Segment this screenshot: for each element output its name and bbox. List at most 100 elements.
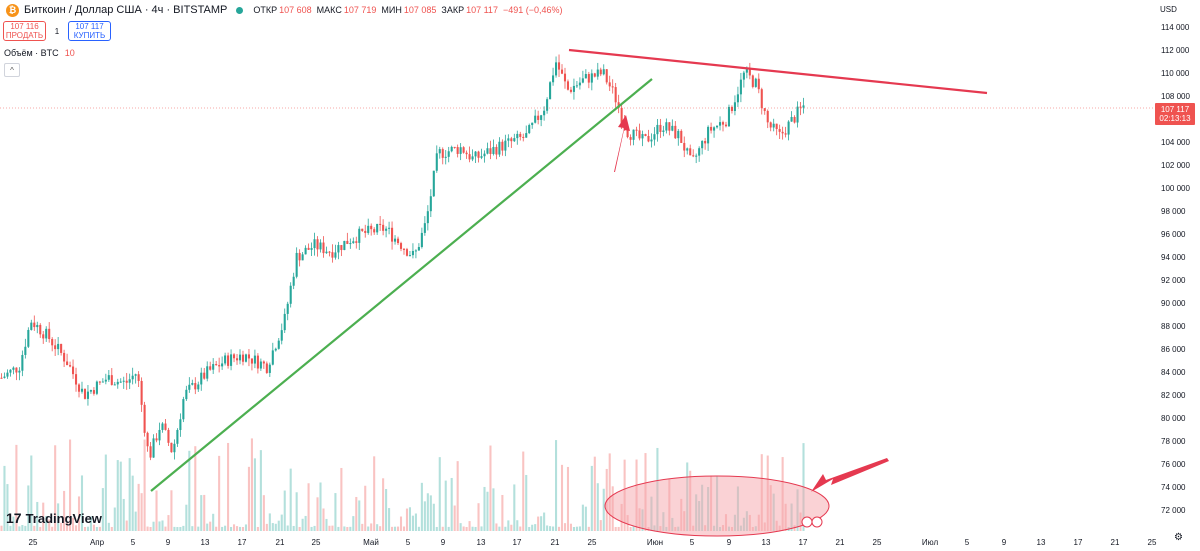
candle-body: [745, 69, 748, 73]
candle-body: [659, 124, 662, 132]
time-axis[interactable]: 25 Апр 5 9 13 17 21 25 Май 5 9 13 17 21 25 Июн 5 9 13 17 21 2…: [29, 538, 1157, 547]
candle-body: [206, 366, 209, 379]
candle-body: [647, 135, 650, 142]
x-tick-label: 25: [588, 538, 597, 547]
candle-body: [510, 138, 513, 142]
volume-bar: [110, 526, 113, 531]
volume-bar: [125, 520, 128, 531]
volume-bar: [528, 526, 531, 531]
volume-bar: [572, 526, 575, 531]
volume-bar: [24, 525, 27, 531]
volume-bar: [265, 523, 268, 531]
volume-bar: [376, 524, 379, 531]
price-tag: 107 117 02:13:13: [1155, 103, 1195, 125]
candle-body: [373, 229, 376, 233]
candle-body: [632, 129, 635, 140]
volume-bar: [197, 526, 200, 531]
lower-arrow[interactable]: [811, 458, 889, 492]
trade-buttons: 107 116 ПРОДАТЬ 1 107 117 КУПИТЬ: [3, 21, 111, 41]
volume-bar: [36, 501, 39, 531]
volume-bar: [51, 526, 54, 531]
price-axis[interactable]: 72 000 74 000 76 000 78 000 80 000 82 000 84 0…: [1161, 23, 1190, 515]
event-flag-icon[interactable]: [811, 516, 823, 528]
collapse-arrow-icon[interactable]: ^: [4, 63, 20, 77]
candle-body: [143, 404, 146, 433]
candle-body: [3, 376, 6, 378]
candle-body: [212, 364, 215, 370]
volume-bar: [238, 526, 242, 531]
candle-body: [701, 140, 704, 149]
candle-body: [608, 82, 611, 87]
volume-highlight-ellipse[interactable]: [604, 475, 830, 537]
candle-body: [280, 330, 283, 341]
volume-bar: [563, 523, 567, 531]
resistance-trendline[interactable]: [568, 48, 988, 95]
symbol-title[interactable]: Биткоин / Доллар США · 4ч · BITSTAMP: [24, 4, 228, 16]
volume-bar: [134, 511, 137, 531]
volume-bar: [244, 524, 248, 531]
volume-bar: [140, 493, 143, 531]
gear-icon[interactable]: ⚙: [1174, 532, 1183, 543]
volume-bar: [316, 497, 319, 531]
volume-bar: [507, 520, 510, 531]
x-tick-label: 13: [1037, 538, 1046, 547]
event-icons[interactable]: [801, 516, 823, 528]
volume-bar: [212, 513, 215, 531]
y-tick-label: 110 000: [1161, 69, 1190, 78]
candle-body: [686, 148, 689, 151]
candle-body: [537, 115, 540, 120]
volume-legend[interactable]: Объём · BTC 10: [4, 48, 75, 58]
volume-bar: [101, 488, 104, 531]
volume-bar: [361, 523, 364, 531]
candle-body: [352, 241, 355, 244]
candle-body: [557, 62, 561, 70]
candle-body: [262, 361, 265, 364]
candle-body: [566, 81, 570, 90]
candle-body: [462, 147, 465, 153]
candle-body: [402, 248, 406, 250]
candle-body: [763, 108, 766, 111]
candle-body: [72, 366, 75, 375]
candle-body: [319, 242, 322, 250]
candle-body: [444, 156, 447, 158]
ohlc-value: −491 (−0,46%): [502, 5, 563, 15]
volume-bar: [408, 507, 411, 531]
volume-bar: [206, 523, 209, 531]
volume-bar: [230, 526, 233, 531]
candle-body: [519, 133, 522, 137]
volume-bar: [80, 475, 84, 531]
candle-body: [441, 149, 444, 158]
x-tick-label: 9: [727, 538, 732, 547]
upper-arrow[interactable]: [614, 115, 630, 172]
tradingview-logo[interactable]: 17 TradingView: [6, 510, 102, 526]
candle-body: [751, 75, 754, 87]
candle-body: [528, 125, 531, 134]
sell-button[interactable]: 107 116 ПРОДАТЬ: [3, 21, 46, 41]
candle-body: [63, 352, 66, 362]
volume-bar: [224, 525, 227, 531]
candle-body: [149, 446, 152, 458]
candle-body: [328, 251, 331, 253]
candle-body: [748, 69, 751, 76]
event-flag-icon[interactable]: [801, 516, 813, 528]
candle-body: [274, 348, 277, 351]
candle-body: [301, 254, 304, 261]
candle-body: [277, 340, 280, 349]
volume-bar: [92, 524, 95, 531]
buy-button[interactable]: 107 117 КУПИТЬ: [68, 21, 111, 41]
candle-body: [185, 389, 188, 400]
sell-price: 107 116: [10, 22, 39, 31]
volume-bar: [155, 490, 158, 531]
currency-label[interactable]: USD: [1160, 5, 1177, 14]
volume-label: Объём · BTC: [4, 48, 59, 58]
volume-bar: [42, 502, 45, 531]
candle-body: [483, 153, 486, 157]
candle-body: [244, 354, 248, 362]
volume-bar: [447, 526, 450, 531]
candle-body: [429, 196, 432, 212]
support-trendline[interactable]: [150, 78, 653, 492]
candle-body: [12, 367, 15, 370]
